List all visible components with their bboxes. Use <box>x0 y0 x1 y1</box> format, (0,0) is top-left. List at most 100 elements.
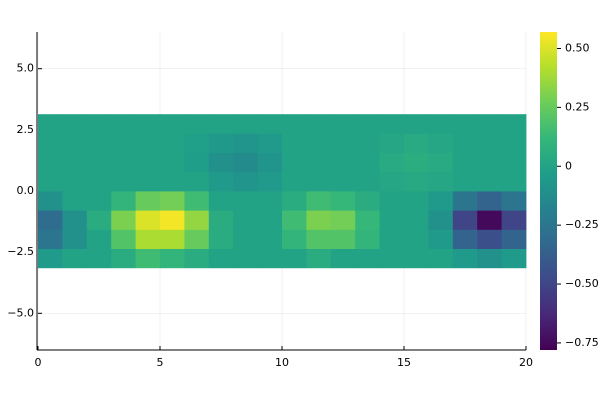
heatmap-cell <box>379 191 405 211</box>
y-tick-label: 5.0 <box>17 62 35 75</box>
heatmap-cell <box>282 171 307 192</box>
heatmap-cell <box>208 152 234 173</box>
heatmap-cell <box>428 114 454 134</box>
heatmap-cell <box>379 133 405 153</box>
y-tick-label: −5.0 <box>7 306 34 319</box>
heatmap-cell <box>355 114 380 134</box>
heatmap-cell <box>428 152 454 173</box>
heatmap-cell <box>282 114 307 134</box>
heatmap-cell <box>355 248 380 269</box>
heatmap-cell <box>208 171 234 192</box>
heatmap-cell <box>428 210 454 230</box>
heatmap-cell <box>428 248 454 269</box>
heatmap-cell <box>306 114 332 134</box>
heatmap-cell <box>233 171 258 192</box>
heatmap-cell <box>62 248 88 269</box>
heatmap-cell <box>282 229 307 250</box>
heatmap-cell <box>208 133 234 153</box>
heatmap-cell <box>135 152 161 173</box>
colorbar-tick-label: 0.25 <box>565 100 590 113</box>
heatmap-cell <box>86 171 112 192</box>
heatmap-cell <box>330 229 356 250</box>
heatmap-cell <box>477 229 502 250</box>
heatmap-cell <box>501 114 527 134</box>
heatmap-cell <box>501 133 527 153</box>
heatmap-cell <box>257 171 283 192</box>
heatmap-cell <box>184 133 210 153</box>
heatmap-cell <box>452 229 478 250</box>
heatmap-cell <box>477 114 502 134</box>
heatmap-cell <box>86 210 112 230</box>
x-tick-label: 0 <box>35 356 42 369</box>
heatmap-cell <box>86 191 112 211</box>
heatmap-cell <box>160 229 185 250</box>
heatmap-cell <box>111 248 136 269</box>
heatmap-cell <box>355 229 380 250</box>
heatmap-cell <box>355 191 380 211</box>
heatmap-cell <box>86 229 112 250</box>
heatmap-cell <box>111 191 136 211</box>
heatmap-cell <box>452 191 478 211</box>
heatmap-cell <box>501 229 527 250</box>
heatmap-cell <box>330 191 356 211</box>
heatmap-cell <box>86 152 112 173</box>
heatmap-cell <box>282 248 307 269</box>
heatmap-cell <box>428 133 454 153</box>
heatmap-cell <box>282 210 307 230</box>
heatmap-cell <box>160 152 185 173</box>
heatmap-cell <box>160 248 185 269</box>
heatmap-cell <box>208 210 234 230</box>
colorbar-tick-label: −0.75 <box>565 336 599 349</box>
heatmap-cell <box>233 191 258 211</box>
heatmap-cell <box>86 248 112 269</box>
heatmap-cell <box>501 248 527 269</box>
heatmap-cell <box>379 152 405 173</box>
heatmap-cell <box>404 248 429 269</box>
heatmap-cell <box>135 191 161 211</box>
heatmap-cell <box>477 171 502 192</box>
heatmap-cell <box>282 152 307 173</box>
heatmap-cell <box>160 133 185 153</box>
heatmap-cell <box>501 152 527 173</box>
heatmap-cell <box>452 114 478 134</box>
heatmap-cell <box>477 152 502 173</box>
heatmap-cell <box>38 191 63 211</box>
heatmap-cell <box>38 133 63 153</box>
heatmap-cell <box>282 133 307 153</box>
heatmap-cell <box>184 114 210 134</box>
heatmap-cell <box>306 133 332 153</box>
heatmap-cell <box>62 171 88 192</box>
heatmap-cell <box>62 133 88 153</box>
y-tick-label: 0.0 <box>17 184 35 197</box>
heatmap-cell <box>477 210 502 230</box>
heatmap-cell <box>184 171 210 192</box>
heatmap-cell <box>477 191 502 211</box>
heatmap-cell <box>111 133 136 153</box>
colorbar-tick-label: −0.50 <box>565 277 599 290</box>
heatmap-cell <box>306 210 332 230</box>
heatmap-cell <box>404 114 429 134</box>
heatmap-cell <box>233 114 258 134</box>
heatmap-cell <box>257 229 283 250</box>
heatmap-cell <box>62 210 88 230</box>
heatmap-cell <box>379 210 405 230</box>
heatmap-cell <box>38 229 63 250</box>
heatmap-cell <box>233 248 258 269</box>
heatmap-cell <box>452 133 478 153</box>
heatmap-cell <box>452 210 478 230</box>
heatmap-cell <box>111 229 136 250</box>
heatmap-cell <box>135 248 161 269</box>
heatmap-cell <box>184 229 210 250</box>
colorbar-tick-label: 0 <box>565 159 572 172</box>
heatmap-cell <box>135 171 161 192</box>
heatmap-cell <box>86 133 112 153</box>
heatmap-cell <box>428 191 454 211</box>
heatmap-cell <box>282 191 307 211</box>
heatmap-cell <box>184 152 210 173</box>
heatmap-cell <box>184 248 210 269</box>
heatmap-cell <box>428 229 454 250</box>
heatmap-cell <box>111 114 136 134</box>
heatmap-cell <box>306 171 332 192</box>
heatmap-cell <box>160 171 185 192</box>
